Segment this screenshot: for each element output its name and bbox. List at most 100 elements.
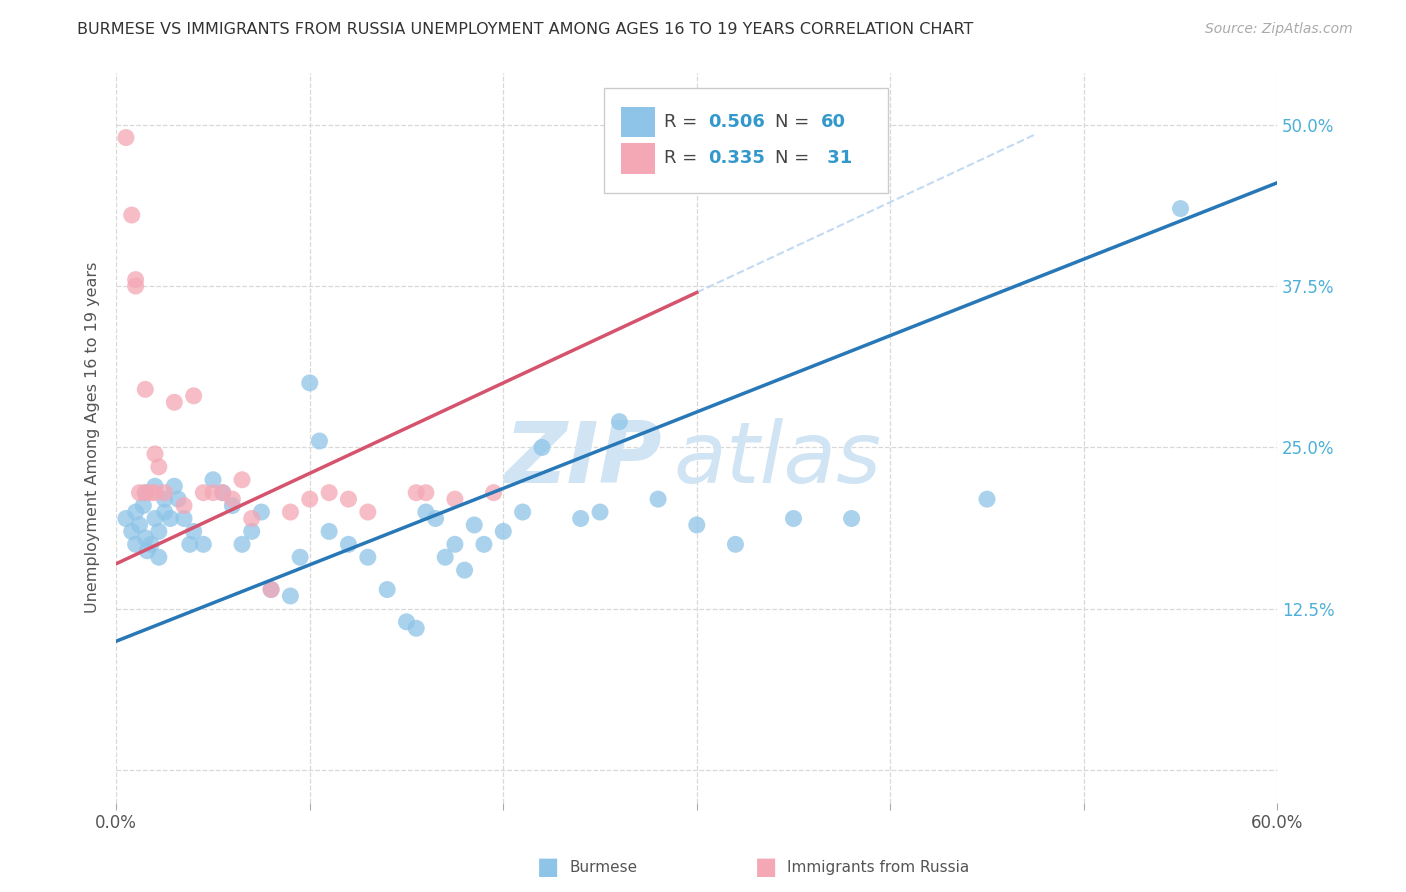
Point <box>231 473 253 487</box>
Point <box>202 485 225 500</box>
Point <box>395 615 418 629</box>
Point <box>159 511 181 525</box>
Point <box>357 550 380 565</box>
Point <box>415 485 437 500</box>
Text: 31: 31 <box>821 149 852 168</box>
Text: Source: ZipAtlas.com: Source: ZipAtlas.com <box>1205 22 1353 37</box>
Text: ZIP: ZIP <box>505 418 662 501</box>
Point <box>153 492 176 507</box>
Point <box>288 550 311 565</box>
Point <box>240 524 263 539</box>
Point <box>609 415 631 429</box>
Point <box>193 537 215 551</box>
Point <box>425 511 447 525</box>
Point <box>337 492 360 507</box>
Point <box>724 537 747 551</box>
Point <box>298 376 321 390</box>
Point <box>124 537 146 551</box>
Point <box>415 505 437 519</box>
Point <box>318 524 340 539</box>
Point <box>202 473 225 487</box>
Point <box>193 485 215 500</box>
Point <box>148 550 170 565</box>
Point <box>782 511 804 525</box>
Point <box>134 485 156 500</box>
Text: 0.506: 0.506 <box>709 113 765 131</box>
Point <box>434 550 457 565</box>
Point <box>231 537 253 551</box>
Point <box>121 208 143 222</box>
Point <box>647 492 669 507</box>
Point <box>128 485 150 500</box>
Point <box>183 524 205 539</box>
Point <box>173 499 195 513</box>
Point <box>121 524 143 539</box>
Point <box>115 130 138 145</box>
Point <box>153 505 176 519</box>
Text: Burmese: Burmese <box>569 860 637 874</box>
Point <box>136 543 159 558</box>
Point <box>250 505 273 519</box>
Point <box>569 511 592 525</box>
Text: 60: 60 <box>821 113 846 131</box>
Point <box>148 459 170 474</box>
Point <box>124 279 146 293</box>
Point <box>167 492 190 507</box>
Point <box>211 485 233 500</box>
Point <box>143 447 166 461</box>
Point <box>124 505 146 519</box>
Point <box>260 582 283 597</box>
Point <box>128 518 150 533</box>
Point <box>221 492 243 507</box>
Point <box>143 511 166 525</box>
Point <box>357 505 380 519</box>
Point <box>1170 202 1192 216</box>
Point <box>298 492 321 507</box>
Point <box>148 524 170 539</box>
Text: R =: R = <box>664 149 703 168</box>
FancyBboxPatch shape <box>621 106 655 137</box>
Point <box>280 505 302 519</box>
Point <box>375 582 398 597</box>
Point <box>492 524 515 539</box>
Point <box>163 479 186 493</box>
Point <box>308 434 330 448</box>
Text: atlas: atlas <box>673 418 882 501</box>
FancyBboxPatch shape <box>605 87 889 194</box>
Text: N =: N = <box>775 149 814 168</box>
Point <box>132 499 155 513</box>
Point <box>134 383 156 397</box>
Point <box>337 537 360 551</box>
Text: ■: ■ <box>755 855 778 879</box>
Point <box>589 505 612 519</box>
Point <box>124 272 146 286</box>
Point <box>976 492 998 507</box>
Point <box>183 389 205 403</box>
Point <box>240 511 263 525</box>
Point <box>405 621 427 635</box>
Point <box>453 563 475 577</box>
Point <box>512 505 534 519</box>
Point <box>841 511 863 525</box>
Point <box>260 582 283 597</box>
FancyBboxPatch shape <box>621 143 655 174</box>
Point <box>179 537 201 551</box>
Point <box>143 479 166 493</box>
Point <box>405 485 427 500</box>
Point <box>134 531 156 545</box>
Point <box>139 537 162 551</box>
Point <box>530 441 553 455</box>
Text: N =: N = <box>775 113 814 131</box>
Point <box>139 485 162 500</box>
Text: ■: ■ <box>537 855 560 879</box>
Point <box>153 485 176 500</box>
Point <box>143 485 166 500</box>
Point <box>115 511 138 525</box>
Point <box>444 537 467 551</box>
Point <box>318 485 340 500</box>
Text: BURMESE VS IMMIGRANTS FROM RUSSIA UNEMPLOYMENT AMONG AGES 16 TO 19 YEARS CORRELA: BURMESE VS IMMIGRANTS FROM RUSSIA UNEMPL… <box>77 22 974 37</box>
Point <box>472 537 495 551</box>
Point <box>280 589 302 603</box>
Point <box>134 485 156 500</box>
Text: Immigrants from Russia: Immigrants from Russia <box>787 860 970 874</box>
